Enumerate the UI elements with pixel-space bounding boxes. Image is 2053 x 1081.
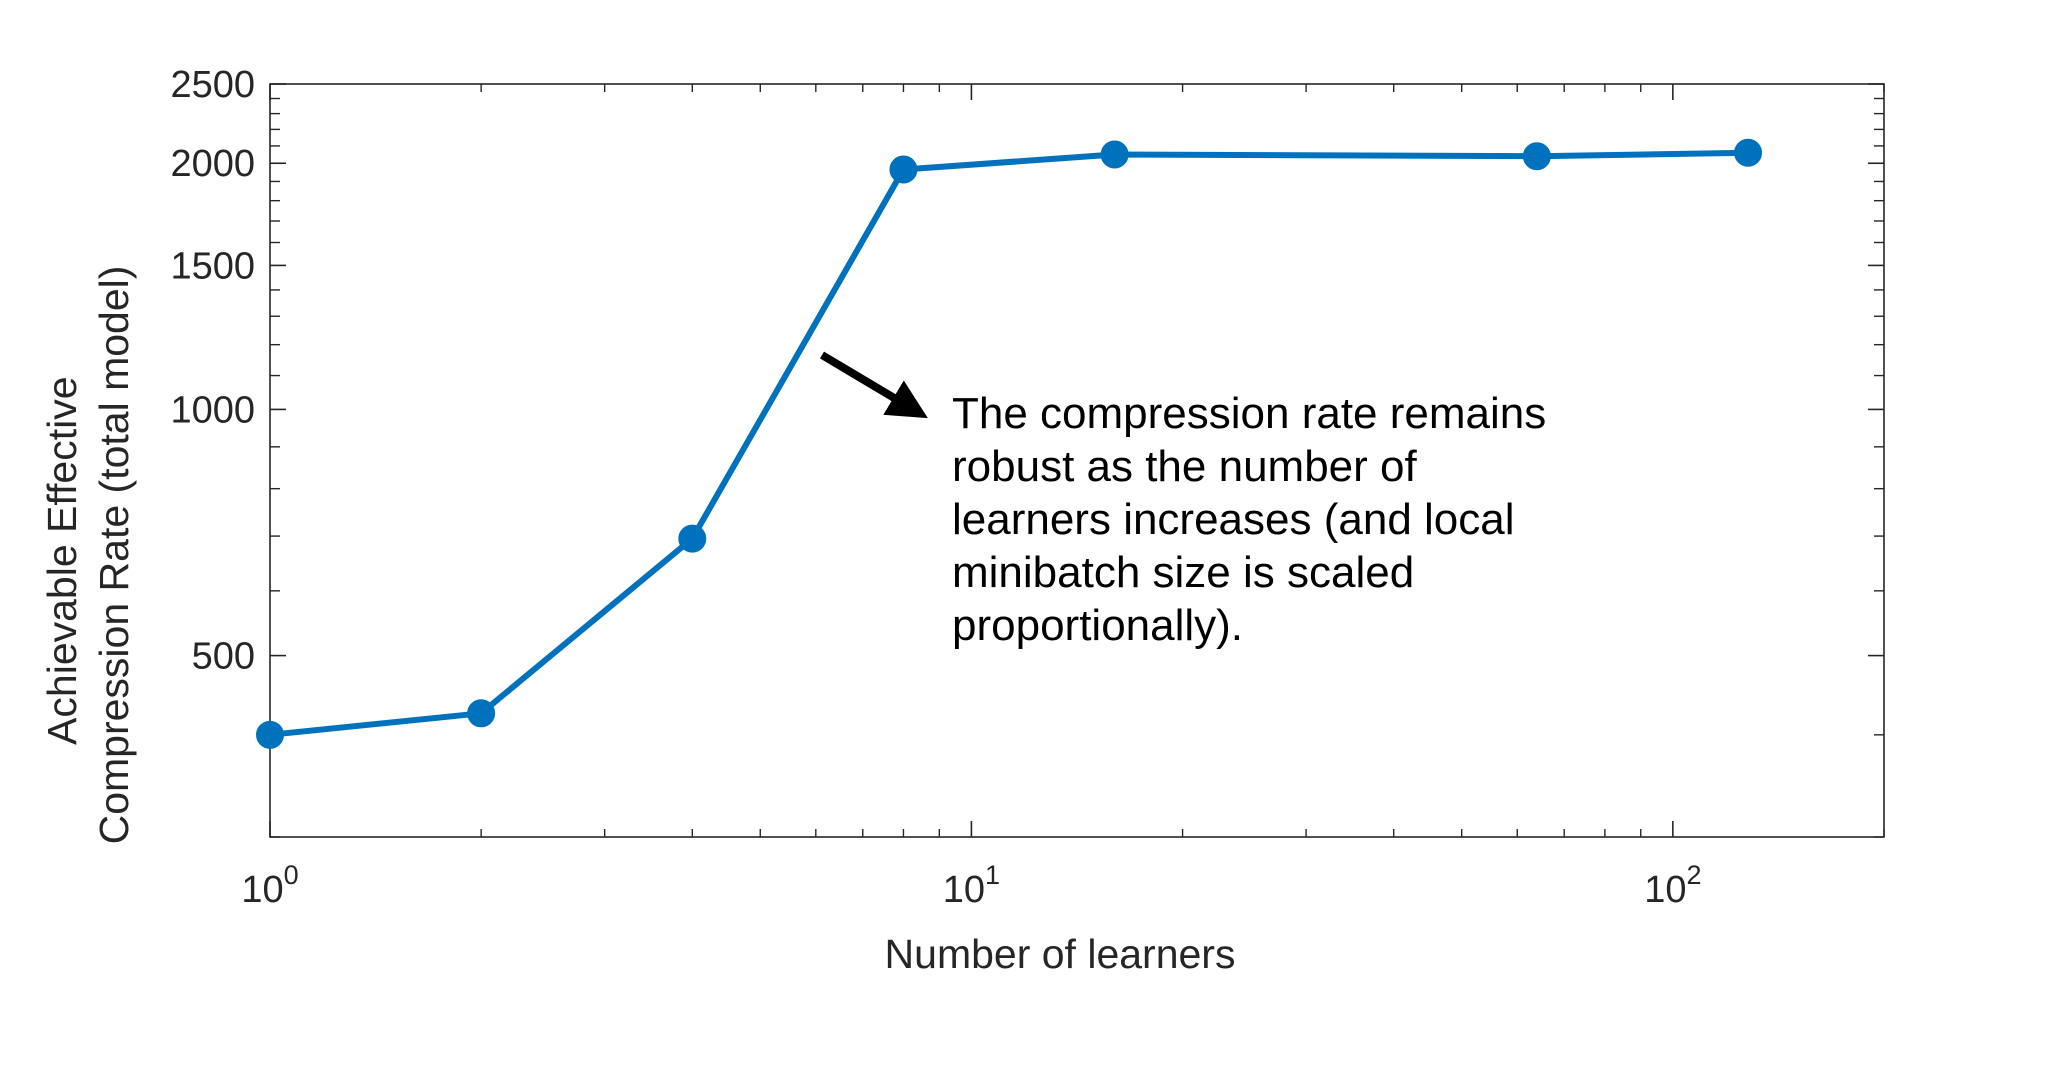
annotation-arrow [819,351,928,419]
x-tick-label-exponent: 1 [985,860,1000,890]
x-tick-label: 101 [943,860,1000,911]
x-tick-label: 102 [1644,860,1701,911]
y-axis-title: Achievable Effective Compression Rate (t… [39,266,137,845]
annotation-line-4: minibatch size is scaled [952,548,1414,597]
annotation-line-2: robust as the number of [952,442,1417,491]
x-axis-title: Number of learners [885,931,1236,977]
x-tick-labels: 100 101 102 [241,860,1701,911]
annotation-text: The compression rate remains robust as t… [952,389,1558,650]
y-tick-label: 1500 [170,245,255,287]
data-point [1522,142,1551,171]
y-tick-label: 1000 [170,389,255,431]
x-tick-label-base: 10 [241,869,283,911]
data-point [467,699,496,728]
annotation-line-5: proportionally). [952,601,1243,650]
y-tick-label: 2000 [170,143,255,185]
y-axis-title-line-1: Achievable Effective [39,376,85,744]
data-point [256,720,284,749]
annotation-line-3: learners increases (and local [952,495,1515,544]
x-tick-label: 100 [241,860,298,911]
data-point [1734,138,1763,167]
x-tick-label-base: 10 [1644,869,1686,911]
y-tick-labels: 500 1000 1500 2000 2500 [170,64,255,678]
y-tick-label: 500 [192,636,255,678]
x-tick-label-exponent: 0 [284,860,299,890]
y-tick-label: 2500 [170,64,255,106]
y-axis-title-line-2: Compression Rate (total model) [91,266,137,845]
plot-frame [269,83,1885,838]
data-point [889,155,918,184]
x-tick-label-exponent: 2 [1686,860,1701,890]
series-group [256,138,1763,749]
x-tick-label-base: 10 [943,869,985,911]
data-point [1100,140,1129,169]
plot-background [270,84,1884,837]
data-point [678,524,707,553]
annotation-line-1: The compression rate remains [952,389,1546,438]
